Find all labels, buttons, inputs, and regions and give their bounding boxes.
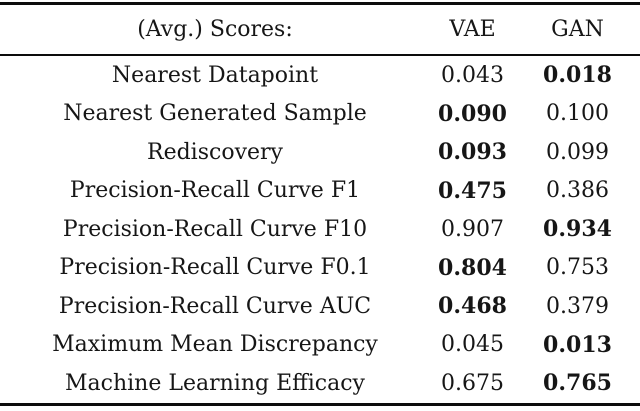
vae-value: 0.475 — [438, 177, 507, 204]
metric-label: Nearest Generated Sample — [63, 101, 367, 127]
vae-value: 0.045 — [441, 332, 504, 358]
metric-label: Precision-Recall Curve F0.1 — [59, 255, 371, 281]
gan-value: 0.753 — [546, 255, 609, 281]
table-body: Nearest Datapoint 0.043 0.018 Nearest Ge… — [0, 55, 640, 404]
vae-value: 0.090 — [438, 100, 507, 127]
vae-value: 0.468 — [438, 293, 507, 320]
table-row: Machine Learning Efficacy 0.675 0.765 — [0, 364, 640, 404]
header-gan: GAN — [515, 3, 640, 56]
vae-value: 0.804 — [438, 254, 507, 281]
table-row: Nearest Generated Sample 0.090 0.100 — [0, 95, 640, 134]
metric-label: Nearest Datapoint — [111, 62, 319, 88]
gan-value: 0.100 — [546, 101, 609, 127]
metric-label: Maximum Mean Discrepancy — [52, 332, 378, 358]
table-row: Nearest Datapoint 0.043 0.018 — [0, 55, 640, 95]
vae-value: 0.907 — [441, 216, 504, 242]
gan-value: 0.013 — [543, 331, 612, 358]
vae-value: 0.093 — [438, 139, 507, 166]
gan-value: 0.934 — [543, 216, 612, 243]
gan-value: 0.386 — [546, 178, 609, 204]
metric-label: Precision-Recall Curve F10 — [62, 216, 368, 242]
table-row: Precision-Recall Curve F1 0.475 0.386 — [0, 172, 640, 211]
metric-label: Precision-Recall Curve AUC — [58, 293, 372, 319]
table-row: Precision-Recall Curve F0.1 0.804 0.753 — [0, 249, 640, 288]
gan-value: 0.099 — [546, 139, 609, 165]
metric-label: Precision-Recall Curve F1 — [69, 178, 361, 204]
header-vae: VAE — [430, 3, 515, 56]
vae-value: 0.043 — [441, 62, 504, 88]
metric-label: Rediscovery — [147, 139, 283, 165]
table-row: Precision-Recall Curve F10 0.907 0.934 — [0, 210, 640, 249]
gan-value: 0.018 — [543, 62, 612, 89]
vae-value: 0.675 — [441, 370, 504, 396]
table-row: Rediscovery 0.093 0.099 — [0, 133, 640, 172]
gan-value: 0.379 — [546, 293, 609, 319]
header-metric-label: (Avg.) Scores: — [0, 3, 430, 56]
metric-label: Machine Learning Efficacy — [65, 370, 365, 396]
header-row: (Avg.) Scores: VAE GAN — [0, 3, 640, 56]
table-header: (Avg.) Scores: VAE GAN — [0, 3, 640, 56]
table-row: Precision-Recall Curve AUC 0.468 0.379 — [0, 287, 640, 326]
gan-value: 0.765 — [543, 370, 612, 397]
table-row: Maximum Mean Discrepancy 0.045 0.013 — [0, 326, 640, 365]
